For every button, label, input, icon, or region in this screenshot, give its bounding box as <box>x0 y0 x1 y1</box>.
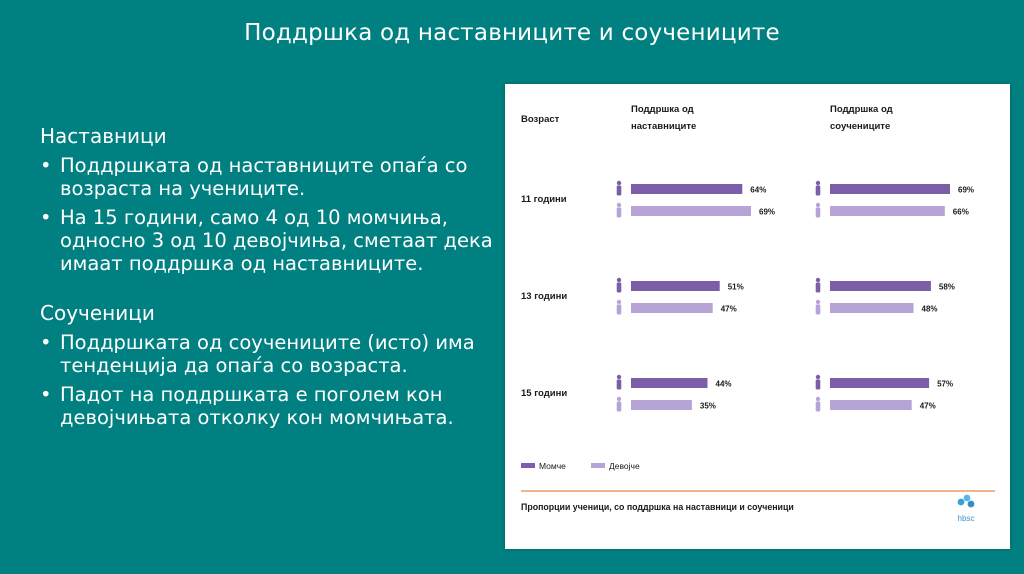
group-title: соучениците <box>830 121 890 132</box>
legend-label: Момче <box>539 461 566 471</box>
peers-heading: Соученици <box>40 301 155 325</box>
age-label: 11 години <box>521 194 567 205</box>
legend-swatch <box>591 463 605 468</box>
data-label: 64% <box>750 186 766 195</box>
bar-girl <box>830 303 914 313</box>
bar-girl <box>830 206 945 216</box>
girl-icon <box>616 299 622 315</box>
data-label: 51% <box>728 283 744 292</box>
girl-icon <box>616 202 622 218</box>
boy-icon <box>616 374 622 390</box>
peers-bullets: Поддршката од соучениците (исто) има тен… <box>40 331 500 429</box>
girl-icon <box>815 396 821 412</box>
slide-title: Поддршка од наставниците и соучениците <box>244 20 780 46</box>
data-label: 48% <box>922 305 938 314</box>
age-header: Возраст <box>521 114 560 125</box>
bullet: Поддршката од соучениците (исто) има тен… <box>40 331 500 377</box>
chart-card: Возраст Поддршка од наставниците Поддршка о… <box>505 84 1010 549</box>
data-label: 69% <box>958 186 974 195</box>
teachers-bullets: Поддршката од наставниците опаѓа со возр… <box>40 154 500 275</box>
teachers-heading: Наставници <box>40 124 167 148</box>
bullet: На 15 години, само 4 од 10 момчиња, одно… <box>40 206 500 275</box>
data-label: 47% <box>721 305 737 314</box>
bullet: Падот на поддршката е поголем кон девојч… <box>40 383 500 429</box>
boy-icon <box>616 277 622 293</box>
girl-icon <box>616 396 622 412</box>
bullet: Поддршката од наставниците опаѓа со возр… <box>40 154 500 200</box>
support-chart: Возраст Поддршка од наставниците Поддршка о… <box>521 104 995 523</box>
boy-icon <box>815 180 821 196</box>
hbsc-logo: hbsc <box>958 494 975 523</box>
data-label: 58% <box>939 283 955 292</box>
bar-girl <box>631 206 751 216</box>
age-label: 13 години <box>521 291 567 302</box>
data-label: 35% <box>700 402 716 411</box>
slide-text: Наставници Поддршката од наставниците оп… <box>40 124 500 435</box>
data-label: 69% <box>759 208 775 217</box>
data-label: 47% <box>920 402 936 411</box>
data-label: 66% <box>953 208 969 217</box>
bar-boy <box>830 184 950 194</box>
boy-icon <box>616 180 622 196</box>
data-label: 57% <box>937 380 953 389</box>
bar-boy <box>830 281 931 291</box>
girl-icon <box>815 202 821 218</box>
group-title: Поддршка од <box>830 104 893 115</box>
boy-icon <box>815 374 821 390</box>
boy-icon <box>815 277 821 293</box>
bar-girl <box>631 303 713 313</box>
girl-icon <box>815 299 821 315</box>
bar-boy <box>631 378 708 388</box>
group-title: наставниците <box>631 121 696 132</box>
svg-text:hbsc: hbsc <box>958 514 975 523</box>
legend-label: Девојче <box>609 461 640 471</box>
data-label: 44% <box>716 380 732 389</box>
legend-swatch <box>521 463 535 468</box>
bar-boy <box>830 378 930 388</box>
bar-girl <box>830 400 912 410</box>
bar-boy <box>631 184 743 194</box>
bar-boy <box>631 281 720 291</box>
group-title: Поддршка од <box>631 104 694 115</box>
footnote: Пропорции ученици, со поддршка на настав… <box>521 502 794 512</box>
age-label: 15 години <box>521 388 567 399</box>
bar-girl <box>631 400 692 410</box>
